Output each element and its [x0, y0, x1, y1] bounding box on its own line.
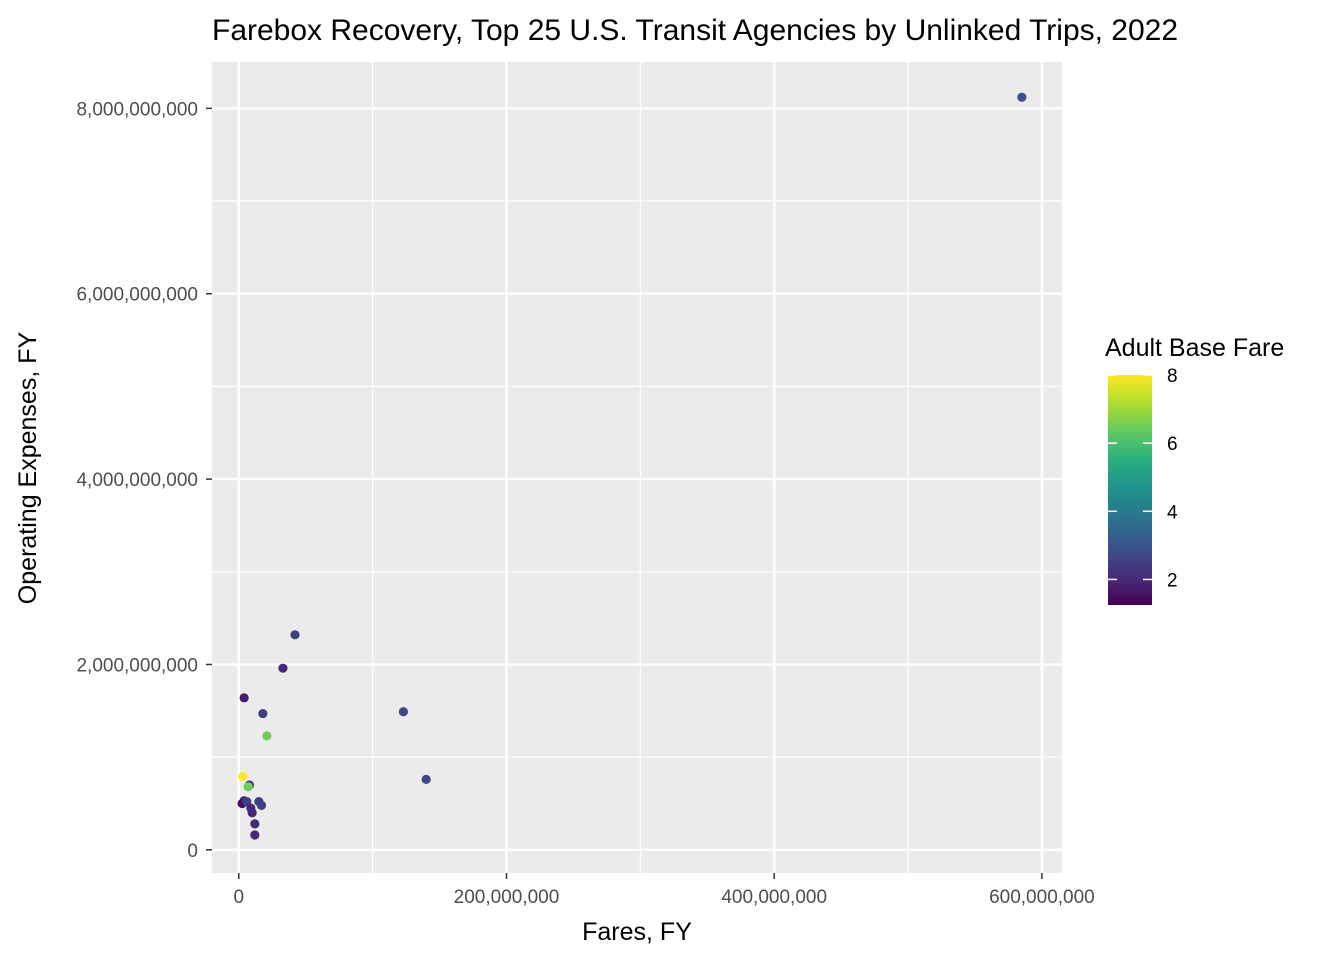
y-axis: 0 2,000,000,000 4,000,000,000 6,000,000,000…: [76, 99, 212, 862]
data-point: [258, 708, 268, 719]
data-point: [250, 819, 260, 829]
legend-tick-label: 8: [1167, 366, 1178, 387]
data-points: [237, 92, 1027, 840]
data-point: [290, 630, 300, 640]
x-tick-label: 600,000,000: [989, 887, 1095, 908]
data-point: [256, 800, 267, 810]
y-tick-label: 2,000,000,000: [76, 655, 198, 676]
data-point: [250, 830, 260, 840]
legend-colorbar: [1108, 375, 1152, 605]
data-point: [247, 808, 257, 818]
data-point: [262, 731, 272, 741]
y-axis-title: Operating Expenses, FY: [14, 331, 42, 604]
data-point: [278, 663, 288, 673]
x-tick-label: 200,000,000: [454, 887, 560, 908]
legend-tick-label: 4: [1167, 502, 1178, 523]
y-tick-label: 4,000,000,000: [76, 470, 198, 491]
legend-title: Adult Base Fare: [1105, 334, 1284, 362]
data-point: [398, 707, 409, 717]
x-axis: 0 200,000,000 400,000,000 600,000,000: [233, 873, 1095, 908]
x-axis-title: Fares, FY: [582, 918, 692, 946]
data-point: [243, 782, 253, 792]
data-point: [1017, 92, 1027, 102]
data-point: [239, 693, 249, 703]
legend-tick-label: 6: [1167, 434, 1178, 455]
data-point: [238, 772, 248, 782]
y-tick-label: 0: [187, 841, 198, 862]
y-tick-label: 6,000,000,000: [76, 285, 198, 306]
legend-tick-label: 2: [1167, 570, 1178, 591]
x-tick-label: 400,000,000: [721, 887, 827, 908]
y-tick-label: 8,000,000,000: [76, 99, 198, 120]
plot-panel: [212, 62, 1062, 873]
data-point: [421, 774, 431, 784]
color-legend: Adult Base Fare 2 4 6 8: [1105, 334, 1284, 605]
x-tick-label: 0: [233, 887, 244, 908]
minor-gridlines: [212, 62, 1062, 873]
legend-ticks: 2 4 6 8: [1108, 366, 1178, 591]
chart-title: Farebox Recovery, Top 25 U.S. Transit Ag…: [212, 14, 1178, 47]
major-gridlines: [212, 62, 1062, 873]
